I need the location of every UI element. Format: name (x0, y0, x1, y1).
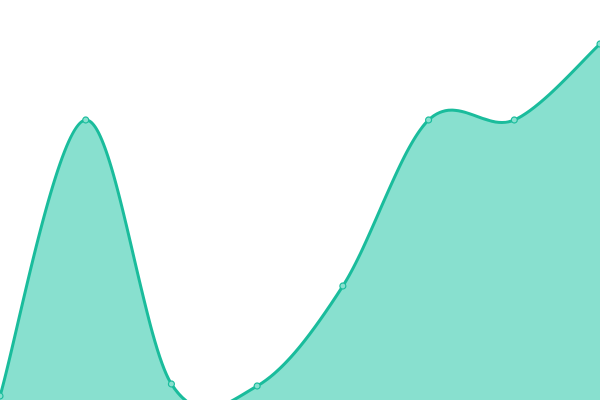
data-point-7 (596, 40, 600, 48)
data-point-6 (510, 116, 518, 124)
data-markers (0, 40, 600, 400)
data-point-4 (339, 282, 347, 290)
data-point-2 (167, 380, 176, 388)
data-point-5 (424, 116, 433, 124)
data-point-1 (82, 116, 90, 124)
area-fill (0, 44, 600, 400)
data-point-3 (253, 382, 261, 390)
data-point-0 (0, 392, 4, 400)
